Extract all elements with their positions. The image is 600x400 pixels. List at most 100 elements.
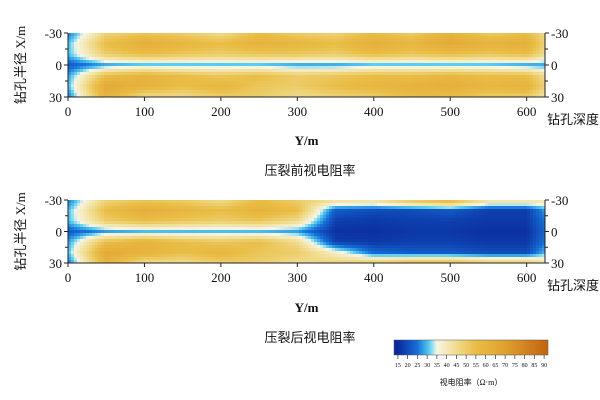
heatmap-cell	[206, 212, 210, 216]
heatmap-cell	[254, 215, 258, 219]
heatmap-cell	[182, 215, 186, 219]
heatmap-cell	[86, 236, 90, 240]
heatmap-cell	[233, 200, 237, 204]
heatmap-cell	[149, 39, 153, 43]
heatmap-cell	[464, 60, 468, 64]
heatmap-cell	[332, 63, 336, 67]
heatmap-cell	[362, 36, 366, 40]
heatmap-cell	[227, 78, 231, 82]
heatmap-cell	[239, 257, 243, 261]
heatmap-cell	[179, 206, 183, 210]
heatmap-cell	[95, 57, 99, 61]
heatmap-cell	[527, 69, 531, 73]
heatmap-cell	[116, 63, 120, 67]
heatmap-cell	[113, 215, 117, 219]
heatmap-cell	[440, 69, 444, 73]
heatmap-cell	[110, 48, 114, 52]
heatmap-cell	[191, 257, 195, 261]
heatmap-cell	[527, 42, 531, 46]
heatmap-cell	[422, 60, 426, 64]
heatmap-cell	[227, 90, 231, 94]
heatmap-cell	[182, 87, 186, 91]
heatmap-cell	[437, 66, 441, 70]
heatmap-cell	[392, 54, 396, 58]
heatmap-cell	[350, 42, 354, 46]
heatmap-cell	[131, 57, 135, 61]
heatmap-cell	[74, 87, 78, 91]
heatmap-cell	[155, 48, 159, 52]
heatmap-cell	[386, 75, 390, 79]
heatmap-cell	[416, 39, 420, 43]
heatmap-cell	[497, 45, 501, 49]
heatmap-cell	[179, 254, 183, 258]
heatmap-cell	[131, 212, 135, 216]
heatmap-cell	[275, 81, 279, 85]
heatmap-cell	[218, 75, 222, 79]
heatmap-cell	[137, 200, 141, 204]
heatmap-cell	[80, 215, 84, 219]
heatmap-cell	[194, 33, 198, 37]
heatmap-cell	[287, 57, 291, 61]
heatmap-cell	[68, 245, 72, 249]
heatmap-cell	[80, 200, 84, 204]
heatmap-cell	[104, 39, 108, 43]
heatmap-cell	[164, 90, 168, 94]
heatmap-cell	[281, 51, 285, 55]
heatmap-cell	[149, 87, 153, 91]
heatmap-cell	[161, 251, 165, 255]
heatmap-cell	[320, 87, 324, 91]
heatmap-cell	[212, 218, 216, 222]
heatmap-cell	[167, 203, 171, 207]
heatmap-cell	[83, 69, 87, 73]
heatmap-cell	[413, 78, 417, 82]
heatmap-cell	[260, 39, 264, 43]
heatmap-cell	[233, 84, 237, 88]
heatmap-cell	[95, 242, 99, 246]
heatmap-cell	[152, 236, 156, 240]
heatmap-cell	[464, 66, 468, 70]
heatmap-cell	[398, 39, 402, 43]
heatmap-cell	[212, 221, 216, 225]
heatmap-cell	[254, 48, 258, 52]
heatmap-cell	[509, 36, 513, 40]
heatmap-cell	[200, 242, 204, 246]
heatmap-cell	[383, 60, 387, 64]
heatmap-cell	[230, 90, 234, 94]
heatmap-cell	[377, 66, 381, 70]
heatmap-cell	[212, 63, 216, 67]
heatmap-cell	[467, 36, 471, 40]
heatmap-cell	[320, 66, 324, 70]
heatmap-cell	[272, 227, 276, 231]
heatmap-cell	[356, 54, 360, 58]
heatmap-cell	[527, 48, 531, 52]
heatmap-cell	[482, 45, 486, 49]
heatmap-cell	[362, 81, 366, 85]
heatmap-cell	[254, 69, 258, 73]
heatmap-cell	[416, 87, 420, 91]
heatmap-cell	[392, 69, 396, 73]
heatmap-cell	[503, 75, 507, 79]
heatmap-cell	[92, 233, 96, 237]
heatmap-cell	[230, 248, 234, 252]
heatmap-cell	[77, 60, 81, 64]
heatmap-cell	[173, 87, 177, 91]
heatmap-cell	[410, 81, 414, 85]
heatmap-cell	[296, 93, 300, 97]
heatmap-cell	[179, 203, 183, 207]
heatmap-cell	[344, 48, 348, 52]
heatmap-cell	[110, 42, 114, 46]
heatmap-cell	[272, 66, 276, 70]
heatmap-cell	[284, 63, 288, 67]
heatmap-cell	[110, 260, 114, 263]
heatmap-cell	[437, 42, 441, 46]
heatmap-cell	[206, 242, 210, 246]
heatmap-cell	[134, 206, 138, 210]
heatmap-cell	[377, 39, 381, 43]
heatmap-cell	[245, 42, 249, 46]
heatmap-cell	[74, 242, 78, 246]
heatmap-cell	[536, 72, 540, 76]
heatmap-cell	[197, 251, 201, 255]
heatmap-cell	[161, 33, 165, 37]
heatmap-cell	[248, 245, 252, 249]
heatmap-cell	[359, 87, 363, 91]
